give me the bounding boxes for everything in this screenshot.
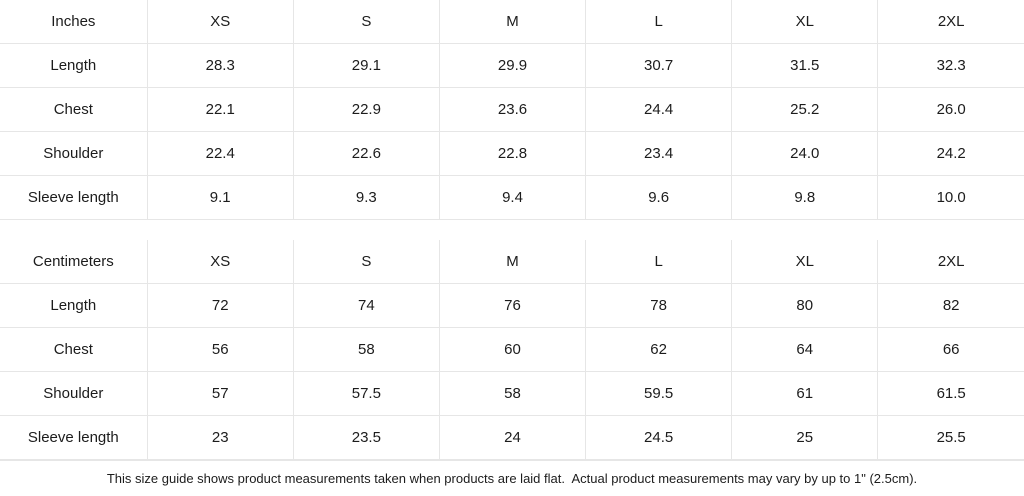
cell-sleeve-length-l: 9.6	[585, 175, 733, 220]
row-label-chest: Chest	[0, 87, 148, 132]
row-label-sleeve-length: Sleeve length	[0, 175, 148, 220]
cell-shoulder-m: 58	[439, 371, 587, 417]
cell-length-xs: 28.3	[147, 43, 294, 88]
cell-chest-xs: 56	[147, 327, 294, 373]
size-header-xl: XL	[731, 0, 879, 44]
cell-sleeve-length-2xl: 25.5	[877, 415, 1024, 461]
centimeters-size-table: Centimeters XS S M L XL 2XL Length 72 74…	[0, 240, 1024, 461]
table-row: Sleeve length 9.1 9.3 9.4 9.6 9.8 10.0	[0, 175, 1024, 220]
cell-shoulder-2xl: 61.5	[877, 371, 1024, 417]
row-label-shoulder: Shoulder	[0, 371, 148, 417]
table-separator	[0, 220, 1024, 241]
cell-sleeve-length-s: 23.5	[293, 415, 440, 461]
size-header-m: M	[439, 0, 587, 44]
cell-length-xl: 31.5	[731, 43, 879, 88]
size-header-s: S	[293, 0, 440, 44]
cell-chest-2xl: 26.0	[877, 87, 1024, 132]
footnote-text: This size guide shows product measuremen…	[106, 471, 918, 487]
cell-sleeve-length-m: 24	[439, 415, 587, 461]
size-header-2xl: 2XL	[877, 240, 1024, 285]
size-header-xs: XS	[147, 0, 294, 44]
table-row: Length 28.3 29.1 29.9 30.7 31.5 32.3	[0, 43, 1024, 88]
cell-length-xl: 80	[731, 283, 879, 329]
table-header-row: Centimeters XS S M L XL 2XL	[0, 240, 1024, 285]
cell-chest-xs: 22.1	[147, 87, 294, 132]
size-header-2xl: 2XL	[877, 0, 1024, 44]
cell-shoulder-xs: 22.4	[147, 131, 294, 176]
cell-chest-l: 24.4	[585, 87, 733, 132]
cell-length-l: 30.7	[585, 43, 733, 88]
cell-chest-xl: 64	[731, 327, 879, 373]
cell-length-m: 29.9	[439, 43, 587, 88]
size-header-xs: XS	[147, 240, 294, 285]
size-header-s: S	[293, 240, 440, 285]
cell-shoulder-m: 22.8	[439, 131, 587, 176]
cell-sleeve-length-l: 24.5	[585, 415, 733, 461]
table-header-row: Inches XS S M L XL 2XL	[0, 0, 1024, 44]
cell-shoulder-s: 57.5	[293, 371, 440, 417]
size-header-l: L	[585, 240, 733, 285]
unit-header-inches: Inches	[0, 0, 148, 44]
cell-sleeve-length-xs: 9.1	[147, 175, 294, 220]
cell-length-m: 76	[439, 283, 587, 329]
size-header-m: M	[439, 240, 587, 285]
cell-chest-m: 60	[439, 327, 587, 373]
table-row: Shoulder 22.4 22.6 22.8 23.4 24.0 24.2	[0, 131, 1024, 176]
cell-sleeve-length-m: 9.4	[439, 175, 587, 220]
table-row: Shoulder 57 57.5 58 59.5 61 61.5	[0, 371, 1024, 417]
cell-length-l: 78	[585, 283, 733, 329]
size-guide-footnote: This size guide shows product measuremen…	[0, 460, 1024, 496]
row-label-shoulder: Shoulder	[0, 131, 148, 176]
cell-shoulder-xl: 61	[731, 371, 879, 417]
cell-shoulder-l: 23.4	[585, 131, 733, 176]
cell-length-2xl: 82	[877, 283, 1024, 329]
cell-shoulder-l: 59.5	[585, 371, 733, 417]
cell-chest-l: 62	[585, 327, 733, 373]
row-label-sleeve-length: Sleeve length	[0, 415, 148, 461]
cell-chest-s: 58	[293, 327, 440, 373]
cell-chest-xl: 25.2	[731, 87, 879, 132]
cell-chest-s: 22.9	[293, 87, 440, 132]
cell-shoulder-s: 22.6	[293, 131, 440, 176]
cell-chest-2xl: 66	[877, 327, 1024, 373]
cell-length-xs: 72	[147, 283, 294, 329]
unit-header-centimeters: Centimeters	[0, 240, 148, 285]
cell-chest-m: 23.6	[439, 87, 587, 132]
cell-shoulder-xl: 24.0	[731, 131, 879, 176]
cell-sleeve-length-xs: 23	[147, 415, 294, 461]
row-label-chest: Chest	[0, 327, 148, 373]
row-label-length: Length	[0, 283, 148, 329]
table-row: Chest 22.1 22.9 23.6 24.4 25.2 26.0	[0, 87, 1024, 132]
cell-sleeve-length-2xl: 10.0	[877, 175, 1024, 220]
size-header-l: L	[585, 0, 733, 44]
cell-shoulder-2xl: 24.2	[877, 131, 1024, 176]
cell-sleeve-length-s: 9.3	[293, 175, 440, 220]
row-label-length: Length	[0, 43, 148, 88]
table-row: Sleeve length 23 23.5 24 24.5 25 25.5	[0, 415, 1024, 461]
cell-sleeve-length-xl: 25	[731, 415, 879, 461]
cell-length-2xl: 32.3	[877, 43, 1024, 88]
size-header-xl: XL	[731, 240, 879, 285]
inches-size-table: Inches XS S M L XL 2XL Length 28.3 29.1 …	[0, 0, 1024, 220]
table-row: Length 72 74 76 78 80 82	[0, 283, 1024, 329]
cell-shoulder-xs: 57	[147, 371, 294, 417]
cell-sleeve-length-xl: 9.8	[731, 175, 879, 220]
cell-length-s: 29.1	[293, 43, 440, 88]
cell-length-s: 74	[293, 283, 440, 329]
table-row: Chest 56 58 60 62 64 66	[0, 327, 1024, 373]
